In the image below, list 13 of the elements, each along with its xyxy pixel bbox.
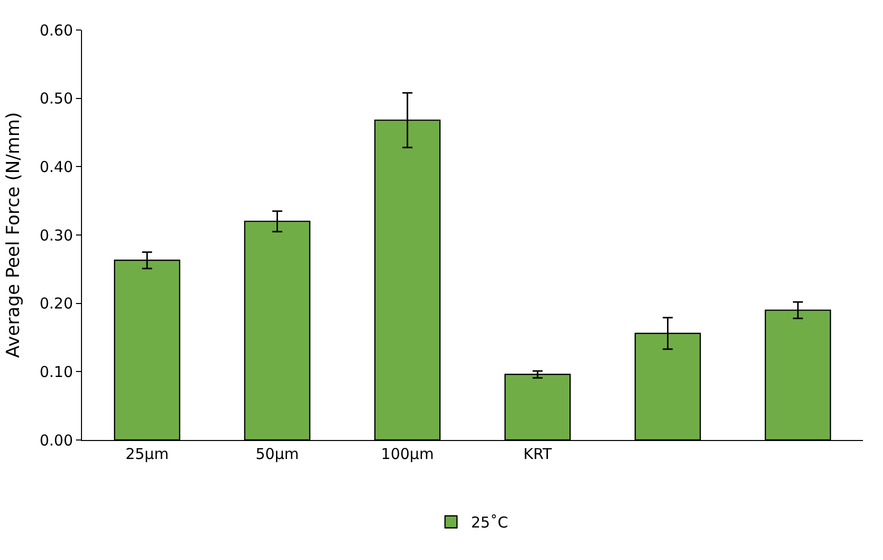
y-tick-label: 0.00 (40, 431, 73, 450)
x-tick-label: 50µm (256, 445, 299, 463)
y-axis-title: Average Peel Force (N/mm) (2, 112, 24, 358)
y-tick-label: 0.40 (40, 158, 73, 176)
x-tick-label: KRT (523, 445, 553, 463)
y-tick-label: 0.30 (40, 226, 73, 244)
y-tick-label: 0.20 (40, 294, 73, 313)
y-tick-label: 0.60 (40, 21, 73, 40)
y-tick-label: 0.50 (40, 90, 73, 108)
x-tick-label: 25µm (125, 445, 169, 463)
x-tick-label: 100µm (381, 445, 434, 463)
legend-label: 25˚C (471, 514, 508, 532)
y-tick-label: 0.10 (40, 362, 73, 381)
